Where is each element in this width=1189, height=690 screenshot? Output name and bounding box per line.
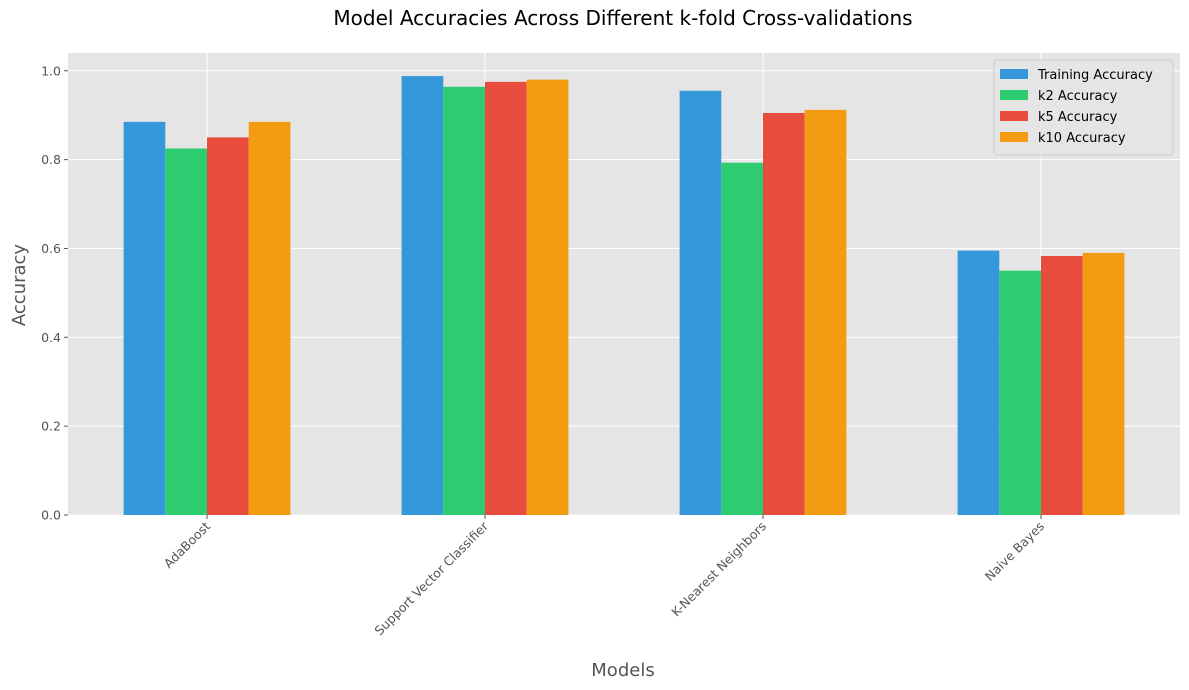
legend-label: k10 Accuracy: [1038, 131, 1126, 146]
chart-title: Model Accuracies Across Different k-fold…: [333, 6, 912, 30]
legend-label: k5 Accuracy: [1038, 110, 1118, 125]
bar-training-accuracy-3: [957, 250, 1000, 516]
bar-k10-accuracy-1: [526, 79, 569, 516]
legend-swatch: [1000, 69, 1028, 79]
x-tick-label: K-Nearest Neighbors: [668, 519, 769, 620]
y-axis-label: Accuracy: [9, 244, 30, 327]
y-tick-label: 0.2: [41, 419, 61, 434]
bar-k5-accuracy-1: [485, 81, 527, 515]
bar-training-accuracy-1: [401, 76, 444, 515]
y-tick-label: 0.4: [41, 330, 61, 345]
x-axis-label: Models: [591, 660, 654, 681]
y-tick-label: 0.8: [41, 152, 61, 167]
x-axis: AdaBoost Support Vector Classifier K-Neare…: [161, 515, 1047, 638]
bar-k5-accuracy-2: [763, 112, 805, 515]
bar-k2-accuracy-3: [999, 270, 1041, 515]
bar-k10-accuracy-2: [804, 109, 847, 515]
bar-training-accuracy-0: [123, 121, 166, 515]
bar-k2-accuracy-0: [165, 148, 207, 515]
bar-k5-accuracy-0: [207, 137, 249, 515]
legend-label: Training Accuracy: [1037, 68, 1153, 83]
bar-k10-accuracy-0: [248, 121, 291, 515]
y-axis: 0.0 0.2 0.4 0.6 0.8 1.0: [41, 63, 68, 523]
x-tick-label: AdaBoost: [161, 518, 214, 571]
y-tick-label: 1.0: [41, 63, 61, 78]
bar-k2-accuracy-1: [443, 86, 485, 515]
bar-k10-accuracy-3: [1082, 252, 1125, 515]
legend-swatch: [1000, 111, 1028, 121]
bar-k2-accuracy-2: [721, 162, 763, 515]
legend-swatch: [1000, 132, 1028, 142]
bars: [123, 76, 1125, 516]
bar-training-accuracy-2: [679, 90, 722, 515]
y-tick-label: 0.0: [41, 508, 61, 523]
y-tick-label: 0.6: [41, 241, 61, 256]
x-tick-label: Naive Bayes: [982, 519, 1047, 584]
legend-box: [993, 59, 1174, 156]
x-tick-label: Support Vector Classifier: [371, 518, 491, 638]
legend-swatch: [1000, 90, 1028, 100]
legend: Training Accuracy k2 Accuracy k5 Accuracy k…: [993, 59, 1174, 156]
bar-k5-accuracy-3: [1041, 256, 1083, 515]
legend-label: k2 Accuracy: [1038, 89, 1118, 104]
